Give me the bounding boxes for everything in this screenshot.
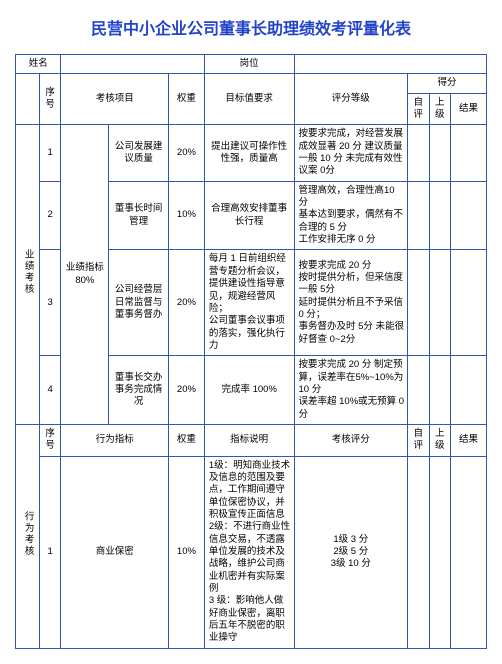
- s2-result-header: 结果: [451, 424, 487, 456]
- s2-row1-result: [451, 456, 487, 648]
- row1-target: 提出建议可操作性性强，质量高: [204, 125, 294, 181]
- row2-superior: [429, 181, 451, 250]
- name-value: [61, 55, 204, 74]
- row4-superior: [429, 356, 451, 425]
- row1-self: [408, 125, 430, 181]
- self-header: 自评: [408, 93, 430, 125]
- row2-result: [451, 181, 487, 250]
- weight-header: 权重: [168, 74, 204, 125]
- row4-item: 董事长交办事务完成情况: [109, 356, 169, 425]
- row1-seq: 1: [39, 125, 61, 181]
- evaluation-table: 姓名 岗位 序号 考核项目 权重 目标值要求 评分等级 得分 自评 上级 结果 …: [15, 54, 487, 649]
- grade-header: 评分等级: [294, 74, 408, 125]
- row2-seq: 2: [39, 181, 61, 250]
- result-header: 结果: [451, 93, 487, 125]
- row3-target: 每月 1 日前组织经营专题分析会议，提供建设性指导意见，规避经营风险；公司董事会…: [204, 250, 294, 356]
- row4-seq: 4: [39, 356, 61, 425]
- s2-seq-header: 序号: [39, 424, 61, 456]
- row4-result: [451, 356, 487, 425]
- s2-row1-superior: [429, 456, 451, 648]
- s2-row1-desc: 1级：明知商业技术及信息的范围及要点，工作期间遵守单位保密协议，并积极宣传正面信…: [204, 456, 294, 648]
- score-header: 得分: [408, 74, 487, 93]
- row2-target: 合理高效安排董事长行程: [204, 181, 294, 250]
- row1-item: 公司发展建议质量: [109, 125, 169, 181]
- s2-row1-seq: 1: [39, 456, 61, 648]
- position-value: [294, 55, 487, 74]
- category-behavior: 行为考核: [16, 424, 40, 648]
- s2-superior-header: 上级: [429, 424, 451, 456]
- row3-seq: 3: [39, 250, 61, 356]
- s2-row1-weight: 10%: [168, 456, 204, 648]
- row4-target: 完成率 100%: [204, 356, 294, 425]
- item-header: 考核项目: [61, 74, 169, 125]
- row4-weight: 20%: [168, 356, 204, 425]
- row3-superior: [429, 250, 451, 356]
- row1-result: [451, 125, 487, 181]
- s2-row1-score: 1级 3 分2级 5 分3级 10 分: [294, 456, 408, 648]
- target-header: 目标值要求: [204, 74, 294, 125]
- s2-desc-header: 指标说明: [204, 424, 294, 456]
- row2-self: [408, 181, 430, 250]
- row4-self: [408, 356, 430, 425]
- category-performance: 业绩考核: [16, 125, 40, 425]
- superior-header: 上级: [429, 93, 451, 125]
- row1-superior: [429, 125, 451, 181]
- page-title: 民营中小企业公司董事长助理绩效考评量化表: [15, 15, 487, 39]
- name-label: 姓名: [16, 55, 61, 74]
- row2-weight: 10%: [168, 181, 204, 250]
- row4-grade: 按要求完成 20 分 制定预算，误差率在5%~10%为 10 分误差率超 10%…: [294, 356, 408, 425]
- row3-item: 公司经营层日常监督与董事务督办: [109, 250, 169, 356]
- s2-indicator-header: 行为指标: [61, 424, 169, 456]
- row3-grade: 按要求完成 20 分按时提供分析，但采信度一般 5分延时提供分析且不予采信 0 …: [294, 250, 408, 356]
- s2-self-header: 自评: [408, 424, 430, 456]
- s2-score-header: 考核评分: [294, 424, 408, 456]
- row3-result: [451, 250, 487, 356]
- indicator-group: 业绩指标80%: [61, 125, 109, 425]
- position-label: 岗位: [204, 55, 294, 74]
- row3-self: [408, 250, 430, 356]
- row3-weight: 20%: [168, 250, 204, 356]
- s2-row1-self: [408, 456, 430, 648]
- s2-weight-header: 权重: [168, 424, 204, 456]
- row2-item: 董事长时间管理: [109, 181, 169, 250]
- row1-grade: 按要求完成，对经营发展成效显著 20 分 建议质量一般 10 分 未完成有效性议…: [294, 125, 408, 181]
- row1-weight: 20%: [168, 125, 204, 181]
- row2-grade: 管理高效，合理性高10 分基本达到要求，偶然有不合理的 5 分工作安排无序 0 …: [294, 181, 408, 250]
- s2-row1-indicator: 商业保密: [61, 456, 169, 648]
- seq-header: 序号: [39, 74, 61, 125]
